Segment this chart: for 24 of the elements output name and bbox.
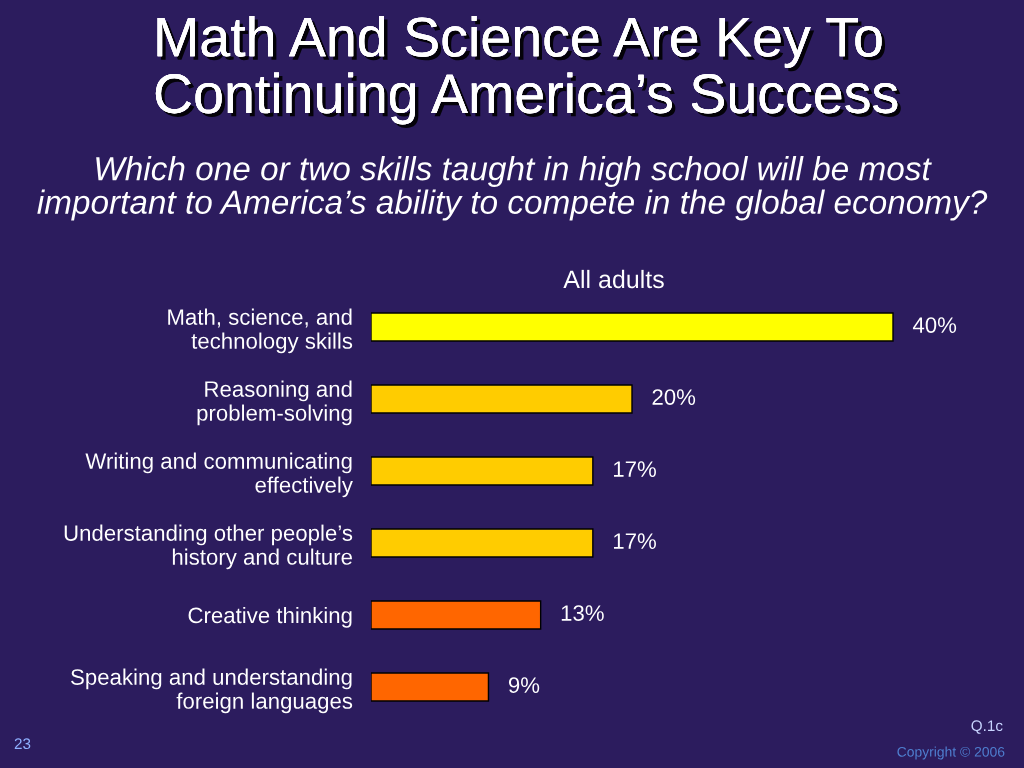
data-label: 40%	[912, 317, 957, 333]
bar	[371, 600, 542, 630]
y-tick-label: Creative thinking	[188, 606, 352, 628]
bar	[371, 456, 594, 486]
chart-subtitle: Which one or two skills taught in high school will be most important to America’s ability to compete in the global economy?	[37, 156, 988, 221]
y-tick-label: Understanding other people’s history and culture	[64, 524, 353, 570]
bar	[371, 312, 894, 342]
y-tick-label: Math, science, and technology skills	[168, 308, 353, 354]
y-tick-label: Reasoning and problem-solving	[197, 380, 352, 426]
y-tick-label: Speaking and understanding foreign languages	[71, 668, 353, 714]
text: Q.1c	[971, 720, 1003, 734]
bar	[371, 528, 594, 558]
chart-title: Math And Science Are Key To Continuing America’s Success	[155, 16, 901, 128]
data-label: 13%	[561, 605, 604, 621]
series-label: All adults	[563, 269, 664, 289]
data-label: 17%	[613, 461, 656, 477]
data-label: 17%	[613, 533, 656, 549]
text: Copyright © 2006	[897, 746, 1005, 760]
bar	[371, 384, 633, 414]
bar	[371, 672, 490, 702]
data-label: 9%	[508, 677, 540, 693]
y-tick-label: Writing and communicating effectively	[85, 452, 353, 498]
text: 23	[14, 738, 31, 750]
data-label: 20%	[652, 389, 696, 405]
